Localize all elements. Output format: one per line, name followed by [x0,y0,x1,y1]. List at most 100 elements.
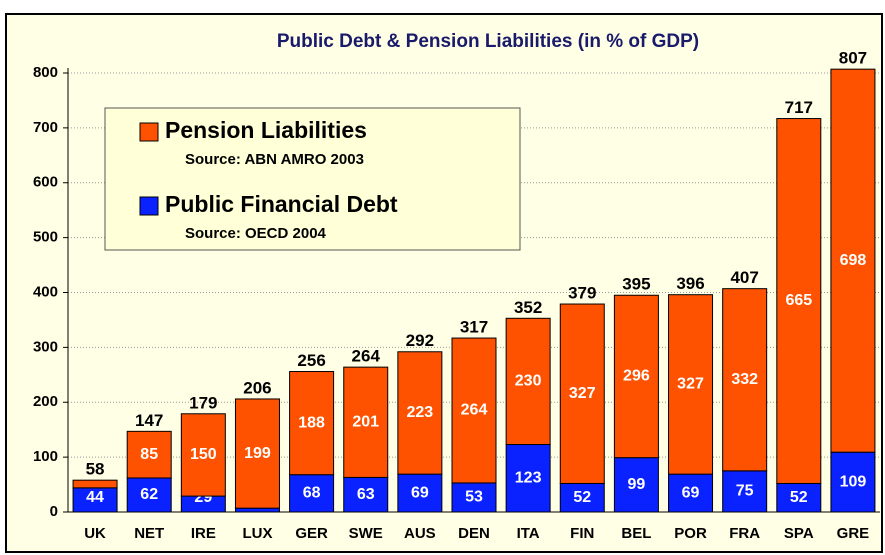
x-tick-label: SPA [784,525,814,542]
y-tick-label: 0 [50,503,58,520]
legend-swatch [139,122,159,142]
y-tick-label: 200 [33,393,58,410]
bar-value-label: 199 [244,445,271,462]
total-label: 206 [243,378,271,397]
y-tick-label: 100 [33,448,58,465]
x-tick-label: GER [295,525,328,542]
x-tick-label: LUX [242,525,272,542]
bar-segment [180,413,226,497]
x-tick-label: ITA [517,525,540,542]
x-tick-label: BEL [621,525,651,542]
bar-value-label: 52 [573,489,591,506]
total-label: 264 [352,347,381,366]
bar-value-label: 150 [190,446,217,463]
bar-value-label: 698 [840,252,867,269]
y-tick-label: 300 [33,338,58,355]
bar-value-label: 327 [569,385,596,402]
x-tick-label: AUS [404,525,436,542]
bar-value-label: 75 [736,483,754,500]
bar-segment [613,457,659,513]
bar-value-label: 201 [352,413,379,430]
total-label: 147 [135,411,163,430]
legend-label: Public Financial Debt [165,191,398,217]
total-label: 407 [730,268,758,287]
bar-value-label: 223 [407,404,434,421]
bar-segment [722,470,768,513]
x-tick-label: NET [134,525,164,542]
x-tick-label: IRE [191,525,216,542]
legend-swatch [139,196,159,216]
bar-value-label: 85 [140,446,158,463]
bar-segment [559,482,605,513]
total-label: 807 [839,49,867,68]
bar-value-label: 62 [140,486,158,503]
bar-segment [722,288,768,472]
bar-segment [830,68,876,453]
y-tick-label: 500 [33,229,58,246]
total-label: 717 [785,98,813,117]
x-tick-label: SWE [349,525,383,542]
x-tick-label: DEN [458,525,490,542]
bar-value-label: 68 [303,485,321,502]
bar-segment [126,477,172,513]
bar-value-label: 63 [357,486,375,503]
bar-segment [343,366,389,478]
total-label: 352 [514,298,542,317]
bar-segment [830,451,876,513]
y-tick-label: 800 [33,64,58,81]
legend-label: Pension Liabilities [165,117,367,143]
x-tick-label: UK [84,525,106,542]
bar-value-label: 44 [86,489,104,506]
bar-segment [234,398,280,509]
x-tick-label: FIN [570,525,594,542]
bar-value-label: 296 [623,368,650,385]
bar-segment [613,294,659,459]
bar-value-label: 327 [677,376,704,393]
bar-segment [234,507,280,513]
x-tick-label: GRE [837,525,870,542]
y-tick-label: 600 [33,174,58,191]
bar-segment [451,337,497,484]
bar-segment [776,482,822,513]
bar-value-label: 69 [411,484,429,501]
bar-value-label: 230 [515,373,542,390]
x-tick-label: POR [674,525,707,542]
total-label: 256 [297,351,325,370]
bar-value-label: 99 [628,476,646,493]
y-tick-label: 400 [33,283,58,300]
bar-segment [668,294,714,475]
bar-segment [397,351,443,475]
bar-value-label: 69 [682,484,700,501]
bar-segment [451,482,497,513]
x-tick-label: FRA [729,525,760,542]
bar-segment [505,317,551,446]
bar-value-label: 109 [840,473,867,490]
bar-value-label: 332 [731,371,758,388]
bar-value-label: 53 [465,489,483,506]
total-label: 395 [622,275,650,294]
bar-segment [559,303,605,484]
total-label: 58 [86,460,105,479]
legend-source: Source: OECD 2004 [185,225,327,242]
bar-segment [397,473,443,513]
legend-source: Source: ABN AMRO 2003 [185,151,364,168]
legend-box [104,107,521,251]
y-tick-label: 700 [33,119,58,136]
total-label: 317 [460,318,488,337]
bar-value-label: 264 [461,402,488,419]
bar-value-label: 52 [790,489,808,506]
chart-title: Public Debt & Pension Liabilities (in % … [277,31,699,52]
bar-segment [776,118,822,484]
bar-segment [668,473,714,513]
total-label: 292 [406,331,434,350]
bar-value-label: 188 [298,414,325,431]
bar-segment [72,479,118,489]
total-label: 379 [568,284,596,303]
bar-segment [505,444,551,513]
total-label: 396 [676,274,704,293]
total-label: 179 [189,393,217,412]
bar-value-label: 123 [515,469,542,486]
bar-segment [289,371,335,476]
bar-value-label: 665 [785,292,812,309]
